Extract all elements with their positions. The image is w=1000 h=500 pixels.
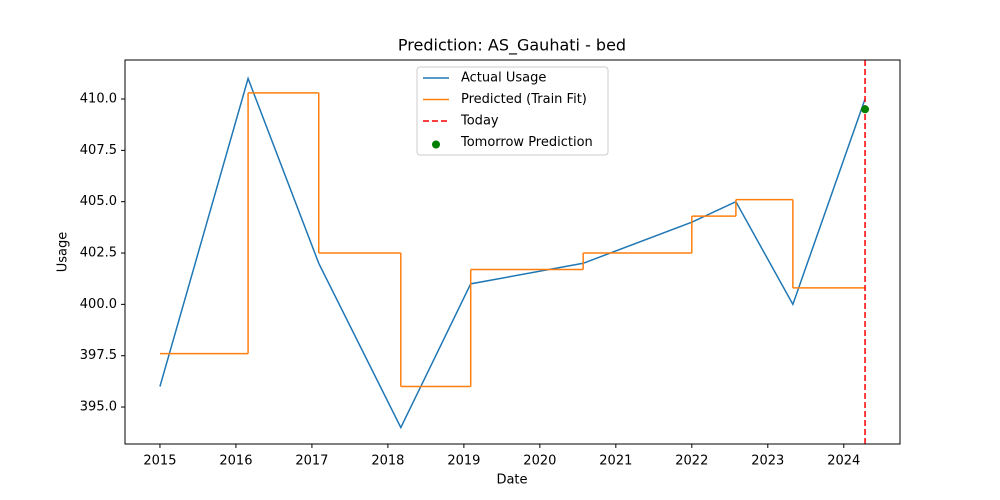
x-tick-label: 2019	[447, 454, 480, 469]
x-tick-label: 2016	[219, 454, 252, 469]
y-tick-label: 405.0	[80, 194, 117, 209]
y-tick-label: 397.5	[80, 348, 117, 363]
y-axis-label: Usage	[56, 232, 71, 273]
legend-box	[416, 66, 609, 156]
legend-label: Today	[460, 114, 499, 129]
plot-frame	[124, 59, 901, 445]
tomorrow-point	[861, 105, 870, 114]
x-tick-label: 2022	[675, 454, 708, 469]
y-tick-label: 395.0	[80, 400, 117, 415]
x-axis-label: Date	[496, 473, 527, 488]
chart-title: Prediction: AS_Gauhati - bed	[398, 36, 626, 56]
x-tick-label: 2015	[143, 454, 176, 469]
y-tick-label: 400.0	[80, 297, 117, 312]
legend-label: Tomorrow Prediction	[460, 135, 593, 150]
legend-label: Actual Usage	[461, 71, 546, 86]
x-tick-label: 2018	[371, 454, 404, 469]
x-tick-label: 2021	[599, 454, 632, 469]
x-tick-label: 2023	[751, 454, 784, 469]
y-tick-label: 407.5	[80, 143, 117, 158]
y-tick-label: 402.5	[80, 246, 117, 261]
x-tick-label: 2017	[295, 454, 328, 469]
x-tick-label: 2020	[523, 454, 556, 469]
legend-label: Predicted (Train Fit)	[461, 92, 587, 107]
series-line	[159, 76, 866, 430]
y-tick-label: 410.0	[80, 92, 117, 107]
legend-marker	[432, 140, 440, 149]
x-tick-label: 2024	[827, 454, 860, 469]
